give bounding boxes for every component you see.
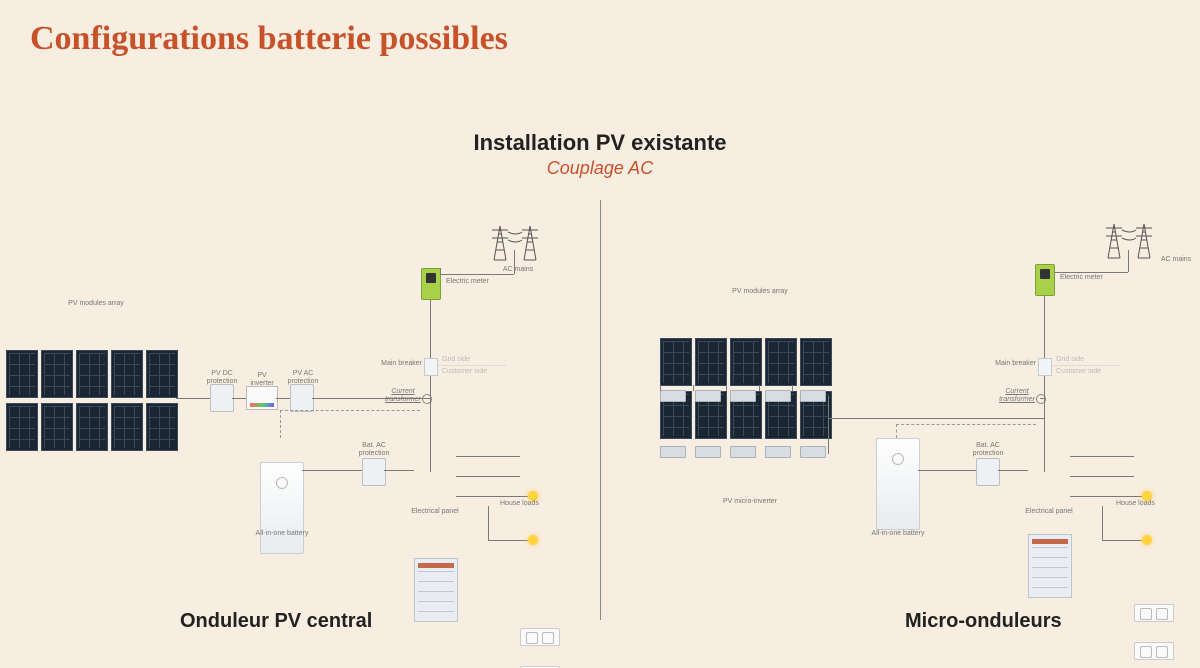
ac-mains-label: AC mains	[498, 266, 538, 274]
wire	[456, 456, 520, 457]
side-divider	[438, 365, 506, 366]
wire	[456, 496, 528, 497]
outlet-icon	[1134, 604, 1174, 622]
electric-meter	[1035, 264, 1055, 296]
wire	[514, 250, 515, 274]
wire	[828, 418, 1044, 419]
house-loads-label: House loads	[1116, 500, 1166, 508]
subtitle-line1: Installation PV existante	[473, 130, 726, 156]
pv-array-label: PV modules array	[730, 288, 790, 296]
main-breaker	[1038, 358, 1052, 376]
wire	[1070, 456, 1134, 457]
diagram-central-inverter: PV modules array PV DC protection PV inv…	[0, 210, 600, 580]
transformer-label: Current transformer	[378, 388, 428, 403]
slide: Configurations batterie possibles Instal…	[0, 0, 1200, 668]
wire	[488, 540, 528, 541]
main-breaker	[424, 358, 438, 376]
pv-array-label: PV modules array	[66, 300, 126, 308]
drop-wires	[660, 385, 793, 391]
pylon-icon	[1100, 218, 1160, 262]
left-section-label: Onduleur PV central	[180, 610, 372, 633]
wire	[1054, 272, 1128, 273]
wire	[232, 398, 246, 399]
ac-protection-box	[290, 384, 314, 412]
pv-inverter	[246, 386, 278, 410]
dashed-wire	[896, 424, 1036, 425]
electrical-panel-label: Electrical panel	[410, 508, 460, 516]
micro-inverter-label: PV micro-inverter	[720, 498, 780, 506]
wire	[440, 274, 514, 275]
right-section-label: Micro-onduleurs	[905, 610, 1062, 633]
wire	[1040, 398, 1044, 399]
pv-inverter-label: PV inverter	[245, 372, 279, 387]
battery-ac-protection	[362, 458, 386, 486]
page-title: Configurations batterie possibles	[30, 20, 508, 58]
battery-ac-label: Bat. AC protection	[354, 442, 394, 457]
battery	[260, 462, 304, 554]
pv-array	[6, 350, 178, 451]
micro-inverter-row	[660, 446, 826, 458]
battery-ac-label: Bat. AC protection	[968, 442, 1008, 457]
subtitle: Installation PV existante Couplage AC	[473, 130, 726, 179]
wire	[276, 398, 290, 399]
electrical-panel-label: Electrical panel	[1024, 508, 1074, 516]
wire	[918, 470, 976, 471]
outlet-icon	[520, 628, 560, 646]
wire	[440, 268, 441, 275]
wire	[1128, 250, 1129, 272]
ac-protection-label: PV AC protection	[284, 370, 322, 385]
ac-mains-label: AC mains	[1156, 256, 1196, 264]
dc-protection-box	[210, 384, 234, 412]
wire	[1070, 476, 1134, 477]
house-loads-label: House loads	[500, 500, 550, 508]
grid-side-label: Grid side	[1056, 356, 1116, 364]
customer-side-label: Customer side	[1056, 368, 1116, 376]
subtitle-line2: Couplage AC	[473, 158, 726, 179]
bulb-icon	[528, 535, 538, 545]
battery-ac-protection	[976, 458, 1000, 486]
main-breaker-label: Main breaker	[994, 360, 1036, 368]
wire	[488, 506, 489, 540]
transformer-label: Current transformer	[992, 388, 1042, 403]
micro-inverter-row	[660, 390, 826, 402]
electric-meter	[421, 268, 441, 300]
grid-side-label: Grid side	[442, 356, 502, 364]
wire	[828, 396, 829, 454]
wire	[176, 398, 210, 399]
electrical-panel	[414, 558, 458, 622]
wire	[1102, 540, 1142, 541]
diagram-micro-inverter: PV modules array PV micro-inverter Curre…	[600, 210, 1200, 580]
electric-meter-label: Electric meter	[1060, 274, 1110, 282]
dashed-wire	[896, 424, 897, 438]
customer-side-label: Customer side	[442, 368, 502, 376]
battery-label: All-in-one battery	[870, 530, 926, 538]
wire	[384, 470, 414, 471]
wire	[456, 476, 520, 477]
bulb-icon	[1142, 535, 1152, 545]
electrical-panel	[1028, 534, 1072, 598]
pylon-icon	[486, 220, 546, 264]
dashed-wire	[280, 410, 281, 438]
dc-protection-label: PV DC protection	[202, 370, 242, 385]
battery-label: All-in-one battery	[254, 530, 310, 538]
dashed-wire	[280, 410, 420, 411]
wire	[302, 470, 362, 471]
wire	[1070, 496, 1142, 497]
side-divider	[1052, 365, 1120, 366]
wire	[1102, 506, 1103, 540]
outlet-icon	[1134, 642, 1174, 660]
battery	[876, 438, 920, 530]
main-breaker-label: Main breaker	[380, 360, 422, 368]
electric-meter-label: Electric meter	[446, 278, 496, 286]
wire	[998, 470, 1028, 471]
